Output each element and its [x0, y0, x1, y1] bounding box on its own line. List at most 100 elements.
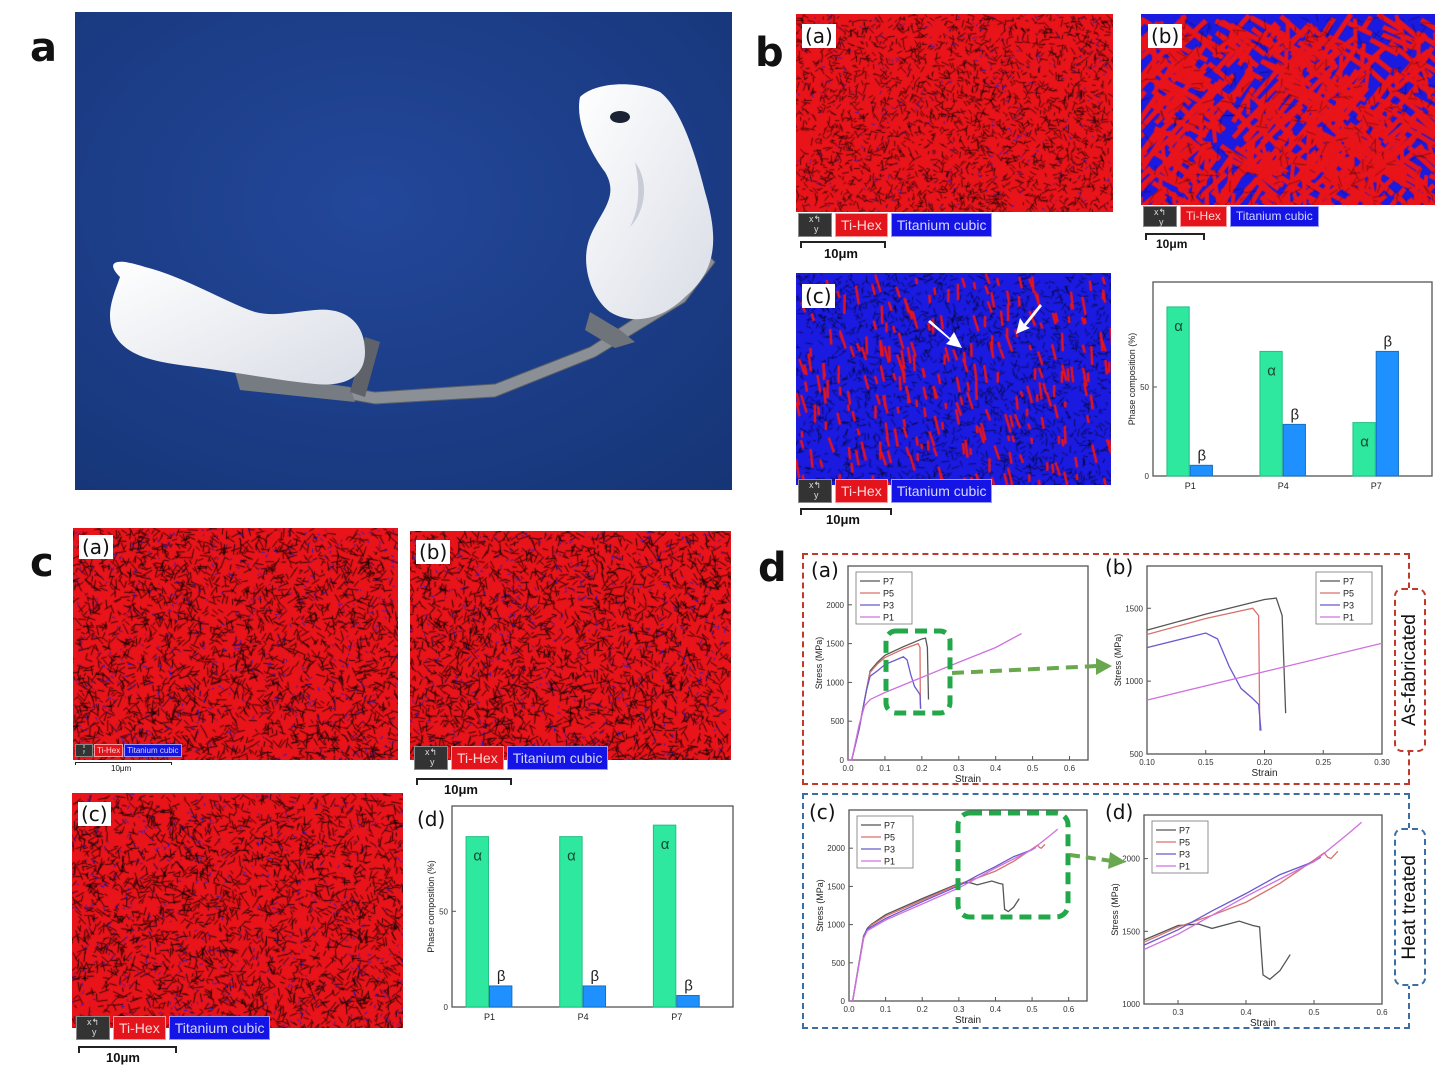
bar-alpha [1259, 350, 1283, 477]
y-axis-label: Stress (MPa) [815, 879, 825, 932]
y-tick-label: 1500 [1122, 927, 1140, 936]
legend-label: P7 [884, 821, 895, 831]
y-tick-label: 0 [840, 756, 845, 765]
y-tick-label: 50 [439, 907, 448, 916]
ebsd-map-c-a [73, 528, 398, 760]
legend-label: P7 [883, 577, 894, 587]
x-tick-label: 0.4 [990, 764, 1002, 773]
ebsd-legend-b-a: x↰ y Ti-Hex Titanium cubic [798, 213, 993, 237]
y-tick-label: 500 [1130, 750, 1144, 759]
sub-label-b-b: (b) [1148, 24, 1183, 48]
bar-label-beta: β [497, 968, 506, 985]
panel-letter-d: d [758, 545, 787, 591]
x-tick-label: 0.6 [1376, 1008, 1388, 1017]
legend-ti-hex: Ti-Hex [835, 479, 888, 503]
stress-strain-chart-as-fabricated: 0 500 1000 1500 2000 Stress (MPa) 0.0 0.1 0.2 0.3… [814, 565, 1089, 785]
bar-beta [1282, 423, 1306, 477]
scale-bar-label: 10μm [111, 764, 132, 773]
y-axis-label: Stress (MPa) [814, 637, 824, 690]
x-tick-label: 0.4 [1240, 1008, 1252, 1017]
sub-label-b-c: (c) [802, 284, 835, 308]
bar-alpha [1166, 306, 1190, 477]
ebsd-legend-c-c: x↰ y Ti-Hex Titanium cubic [76, 1016, 271, 1040]
x-tick-label: P1 [1185, 481, 1196, 491]
x-axis-label: Strain [1250, 1018, 1276, 1029]
sub-label-d-c: (c) [806, 800, 839, 824]
x-tick-label: 0.2 [916, 764, 928, 773]
y-tick-label: 1500 [1125, 604, 1143, 613]
x-tick-label: 0.30 [1374, 758, 1390, 767]
y-tick-label: 2000 [826, 601, 844, 610]
bar-alpha [465, 836, 489, 1008]
legend-label: P7 [1343, 577, 1354, 587]
scale-bar-label: 10μm [444, 782, 478, 797]
mandible-implant-photo [75, 12, 732, 490]
x-tick-label: 0.5 [1308, 1008, 1320, 1017]
x-tick-label: 0.15 [1198, 758, 1214, 767]
bar-label-alpha: α [567, 848, 576, 865]
y-axis-label: Phase composition (%) [426, 860, 436, 953]
legend-ti-hex: Ti-Hex [451, 746, 504, 770]
series-group [1146, 597, 1383, 731]
legend-label: P1 [883, 613, 894, 623]
ebsd-map-b-b [1141, 14, 1435, 205]
scale-bar [800, 241, 886, 248]
bar-label-beta: β [1291, 406, 1300, 423]
bar-alpha [559, 836, 583, 1008]
legend-titanium-cubic: Titanium cubic [1229, 206, 1319, 227]
scale-bar [78, 1046, 177, 1053]
xy-axes-icon: x↰ y [798, 479, 832, 503]
stress-strain-chart-as-fabricated-zoom: 500 1000 1500 Stress (MPa) 0.10 0.15 0.20 0.25 0… [1113, 565, 1390, 779]
stress-strain-chart-heat-treated: 0 500 1000 1500 2000 Stress (MPa) 0.0 0.1 0.2 0.3… [815, 809, 1088, 1026]
bar-label-alpha: α [1174, 318, 1183, 335]
legend-titanium-cubic: Titanium cubic [890, 213, 993, 237]
x-tick-label: P4 [1278, 481, 1289, 491]
x-tick-label: 0.10 [1139, 758, 1155, 767]
as-fabricated-text: As-fabricated [1399, 614, 1420, 726]
x-tick-label: P4 [578, 1012, 589, 1022]
bar-label-beta: β [1384, 333, 1393, 350]
x-tick-label: P1 [484, 1012, 495, 1022]
legend-label: P1 [1179, 862, 1190, 872]
y-tick-label: 2000 [1122, 855, 1140, 864]
x-tick-label: 0.5 [1027, 764, 1039, 773]
scale-bar-label: 10μm [106, 1050, 140, 1065]
x-tick-label: P7 [671, 1012, 682, 1022]
bar-alpha [1352, 422, 1376, 477]
y-tick-label: 0 [444, 1003, 449, 1012]
x-tick-label: 0.0 [843, 1005, 855, 1014]
x-tick-label: 0.20 [1257, 758, 1273, 767]
bar-label-alpha: α [1267, 362, 1276, 379]
x-axis-label: Strain [1251, 768, 1277, 779]
ebsd-map-b-a [796, 14, 1113, 212]
sub-label-c-a: (a) [79, 535, 113, 559]
xy-axes-icon: x↰ y [1143, 206, 1177, 227]
legend-label: P5 [1343, 589, 1354, 599]
legend-ti-hex: Ti-Hex [113, 1016, 166, 1040]
x-tick-label: 0.6 [1063, 1005, 1075, 1014]
series-line-p7 [1146, 597, 1287, 714]
legend-label: P3 [883, 601, 894, 611]
ebsd-legend-b-c: x↰ y Ti-Hex Titanium cubic [798, 479, 993, 503]
x-tick-label: 0.3 [953, 764, 965, 773]
y-tick-label: 50 [1140, 383, 1149, 392]
as-fabricated-label: As-fabricated [1394, 588, 1426, 752]
bar-beta [582, 985, 607, 1008]
legend-ti-hex: Ti-Hex [1180, 206, 1227, 227]
y-tick-label: 0 [1145, 472, 1150, 481]
x-tick-label: 0.5 [1027, 1005, 1039, 1014]
bar-alpha [652, 824, 677, 1008]
scale-bar-label: 10μm [824, 246, 858, 261]
sub-label-d-d: (d) [1102, 800, 1137, 824]
legend-label: P5 [884, 833, 895, 843]
bar-label-beta: β [684, 978, 693, 995]
series-line-p5 [1146, 607, 1261, 731]
heat-treated-label: Heat treated [1394, 828, 1426, 986]
x-tick-label: 0.0 [842, 764, 854, 773]
x-tick-label: 0.4 [990, 1005, 1002, 1014]
xy-axes-icon: x↰ y [798, 213, 832, 237]
legend-titanium-cubic: Titanium cubic [890, 479, 993, 503]
